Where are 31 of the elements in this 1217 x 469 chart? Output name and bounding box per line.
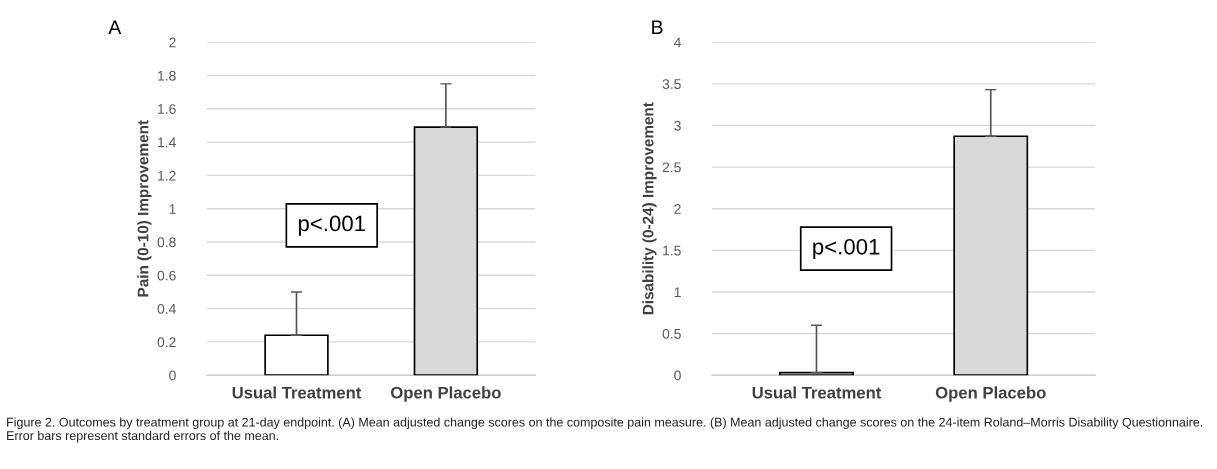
y-tick-label: 1.8 bbox=[158, 70, 176, 81]
y-tick-label: 0.4 bbox=[157, 303, 176, 314]
y-tick-label: 1 bbox=[674, 287, 681, 297]
y-tick-label: 2 bbox=[169, 37, 176, 48]
y-tick-label: 0 bbox=[674, 370, 681, 381]
annotation: p<.001 bbox=[298, 215, 365, 236]
y-tick-label: 1 bbox=[169, 204, 176, 214]
y-tick-label: 3.5 bbox=[662, 79, 681, 89]
y-tick-label: 1.5 bbox=[663, 245, 681, 256]
y-tick-label: 0.6 bbox=[157, 270, 176, 281]
y-tick-label: 0 bbox=[169, 370, 176, 381]
x-tick-label: Usual Treatment bbox=[752, 386, 882, 399]
y-tick-label: 1.4 bbox=[158, 137, 176, 148]
x-tick-label: Usual Treatment bbox=[232, 386, 362, 399]
y-tick-label: 4 bbox=[673, 37, 681, 48]
y-tick-label: 0.5 bbox=[662, 328, 681, 339]
y-tick-label: 3 bbox=[674, 120, 681, 131]
annotation: p<.001 bbox=[813, 238, 880, 260]
y-tick-label: 1.2 bbox=[158, 170, 176, 181]
x-tick-label: Open Placebo bbox=[935, 386, 1046, 402]
chart-title: B bbox=[652, 20, 663, 34]
y-tick-label: 2.5 bbox=[662, 162, 681, 173]
y-axis-title: Pain (0-10) Improvement bbox=[137, 120, 152, 297]
y-tick-label: 1.6 bbox=[158, 104, 176, 114]
chart-title: A bbox=[108, 20, 122, 34]
x-tick-label: Open Placebo bbox=[390, 386, 501, 402]
y-tick-label: 0.8 bbox=[157, 237, 176, 248]
y-tick-label: 2 bbox=[674, 204, 681, 214]
y-tick-label: 0.2 bbox=[157, 337, 176, 348]
caption: Figure 2. Outcomes by treatment group at 21-day endpoint. (A) Mean adjusted change scores on the composite pain measure. (B) Mean adjusted change scores on the 24-item Roland–Morris Disability Questionnaire. Error bars represent standard errors of the mean. bbox=[7, 417, 1203, 443]
y-axis-title: Disability (0-24) Improvement bbox=[642, 102, 657, 315]
